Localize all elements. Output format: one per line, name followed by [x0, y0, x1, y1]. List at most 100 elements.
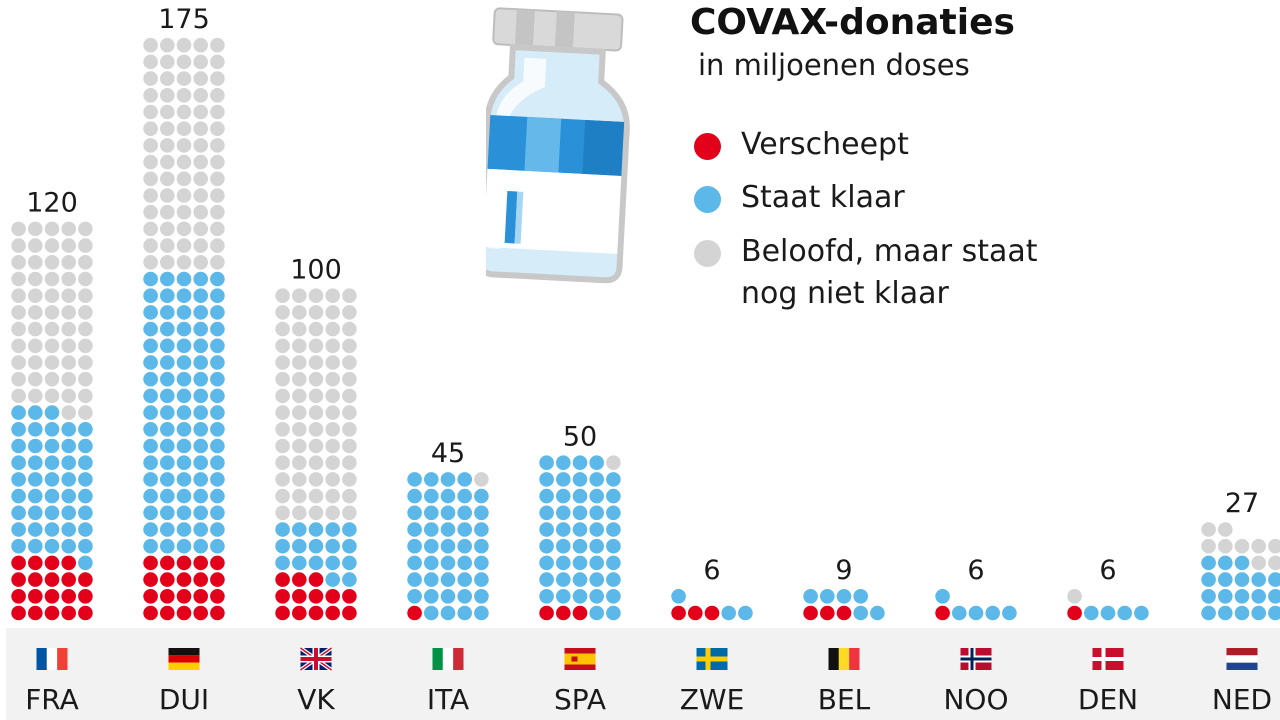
dot-noo-ready	[952, 605, 967, 621]
dot-ned-pledged	[1251, 555, 1266, 571]
dot-fra-shipped	[11, 605, 26, 621]
germany-flag-icon	[168, 648, 200, 670]
column-fra: 120 FRA	[11, 188, 93, 716]
dot-spa-ready	[556, 455, 571, 471]
dot-fra-pledged	[28, 254, 43, 270]
dot-bel-ready	[870, 605, 885, 621]
dot-dui-ready	[193, 422, 208, 437]
dot-dui-ready	[176, 271, 192, 287]
dot-dui-ready	[160, 321, 175, 337]
dot-fra-pledged	[78, 338, 93, 354]
country-label-bel: BEL	[818, 683, 871, 716]
dot-dui-pledged	[193, 171, 208, 187]
dot-spa-ready	[606, 589, 621, 604]
dot-noo-ready	[935, 589, 950, 604]
dot-dui-shipped	[210, 605, 225, 621]
dot-fra-ready	[28, 405, 43, 420]
dot-vk-pledged	[325, 288, 341, 304]
dot-fra-pledged	[61, 321, 76, 337]
norway-flag-icon	[960, 648, 992, 670]
dot-fra-ready	[61, 505, 76, 521]
dot-ned-ready	[1268, 605, 1280, 621]
dot-vk-pledged	[308, 305, 324, 320]
dot-dui-shipped	[160, 589, 175, 604]
dot-zwe-shipped	[688, 605, 703, 621]
total-label-bel: 9	[835, 555, 852, 586]
dot-ned-pledged	[1268, 555, 1280, 571]
dot-dui-ready	[143, 488, 158, 504]
dot-dui-ready	[210, 438, 225, 454]
dot-dui-ready	[143, 522, 158, 537]
dot-fra-shipped	[61, 589, 76, 604]
dot-dui-shipped	[210, 572, 225, 587]
dot-ita-ready	[440, 488, 456, 504]
dot-fra-shipped	[28, 605, 43, 621]
dot-fra-ready	[61, 522, 76, 537]
dot-spa-ready	[606, 605, 621, 621]
dot-vk-pledged	[325, 355, 341, 370]
dot-spa-ready	[556, 555, 571, 571]
dot-ita-ready	[424, 505, 439, 521]
dot-fra-ready	[28, 522, 43, 537]
dot-dui-pledged	[160, 154, 175, 170]
dot-fra-ready	[11, 472, 26, 487]
dot-vk-pledged	[325, 338, 341, 354]
dot-vk-pledged	[342, 405, 357, 420]
dot-bel-shipped	[820, 605, 835, 621]
dot-ita-ready	[440, 572, 456, 587]
dot-dui-pledged	[176, 71, 192, 86]
dot-ita-ready	[474, 488, 489, 504]
dot-spa-ready	[539, 572, 554, 587]
dot-fra-ready	[78, 505, 93, 521]
dot-fra-pledged	[44, 321, 60, 337]
dot-fra-shipped	[28, 589, 43, 604]
dot-bel-ready	[803, 589, 818, 604]
dot-dui-ready	[176, 388, 192, 404]
uk-flag-icon	[299, 646, 333, 672]
dot-vk-ready	[342, 572, 357, 587]
total-label-dui: 175	[158, 4, 210, 35]
column-vk: 100 VK	[275, 254, 357, 716]
dot-dui-ready	[143, 371, 158, 387]
dot-ned-ready	[1234, 572, 1250, 587]
dot-dui-pledged	[176, 88, 192, 103]
dot-spa-shipped	[539, 605, 554, 621]
dot-dui-ready	[176, 505, 192, 521]
dot-fra-ready	[28, 472, 43, 487]
dot-spa-ready	[572, 572, 588, 587]
dot-fra-shipped	[61, 572, 76, 587]
dot-dui-pledged	[210, 37, 225, 53]
dot-dui-pledged	[193, 138, 208, 153]
dot-fra-ready	[78, 538, 93, 554]
dot-dui-ready	[143, 438, 158, 454]
dot-spa-ready	[556, 538, 571, 554]
dot-fra-pledged	[44, 388, 60, 404]
dot-ita-ready	[440, 589, 456, 604]
dot-ita-ready	[424, 605, 439, 621]
dot-vk-pledged	[342, 355, 357, 370]
dot-dui-ready	[160, 405, 175, 420]
dot-vk-pledged	[292, 405, 307, 420]
dot-vk-ready	[275, 538, 290, 554]
dot-dui-ready	[176, 522, 192, 537]
dot-fra-pledged	[61, 254, 76, 270]
dot-fra-pledged	[78, 388, 93, 404]
dot-vk-ready	[308, 538, 324, 554]
dot-vk-pledged	[292, 371, 307, 387]
dot-fra-ready	[44, 522, 60, 537]
dot-dui-pledged	[160, 221, 175, 237]
dot-dui-ready	[176, 305, 192, 320]
dot-fra-shipped	[78, 572, 93, 587]
dot-dui-pledged	[176, 104, 192, 120]
dot-vk-pledged	[292, 505, 307, 521]
dot-fra-shipped	[11, 589, 26, 604]
dot-dui-ready	[210, 355, 225, 370]
dot-fra-ready	[44, 472, 60, 487]
dot-vk-pledged	[342, 388, 357, 404]
dot-dui-ready	[176, 472, 192, 487]
dot-fra-ready	[61, 422, 76, 437]
dot-fra-shipped	[44, 555, 60, 571]
dot-vk-pledged	[308, 505, 324, 521]
dot-dui-ready	[160, 271, 175, 287]
dot-fra-shipped	[44, 589, 60, 604]
